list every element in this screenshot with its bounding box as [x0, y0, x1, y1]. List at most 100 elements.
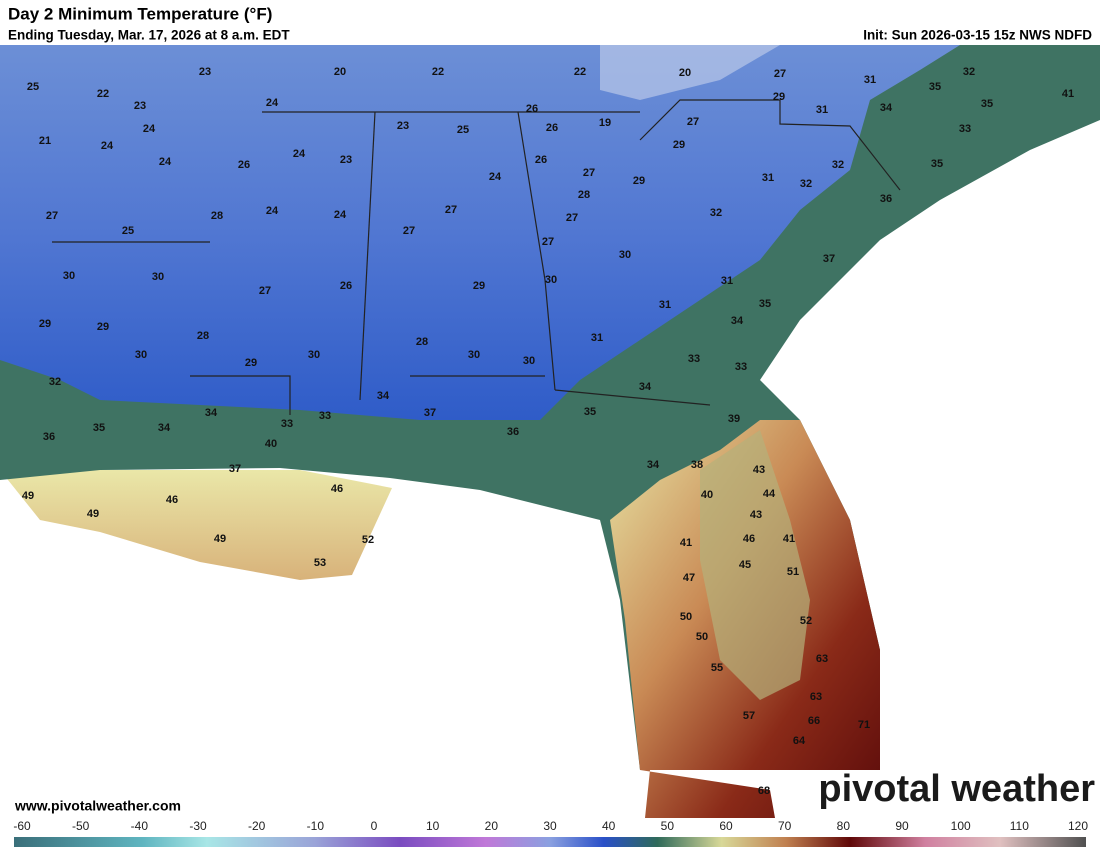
temp-label: 45 [739, 559, 751, 571]
temp-label: 32 [710, 207, 722, 219]
colorbar-tick-label: -30 [189, 819, 207, 833]
temp-label: 29 [773, 91, 785, 103]
temp-label: 28 [211, 210, 223, 222]
temp-label: 24 [266, 205, 279, 217]
cold-field [0, 45, 960, 420]
temp-label: 27 [583, 167, 595, 179]
state-border [190, 375, 291, 415]
init-time: Init: Sun 2026-03-15 15z NWS NDFD [863, 28, 1092, 43]
temp-label: 27 [687, 116, 699, 128]
temp-label: 33 [688, 353, 700, 365]
temp-label: 49 [214, 533, 226, 545]
temp-label: 31 [591, 332, 603, 344]
temp-label: 20 [679, 67, 691, 79]
temp-label: 34 [639, 381, 652, 393]
temp-label: 34 [880, 102, 893, 114]
temp-label: 33 [281, 418, 293, 430]
temp-label: 31 [762, 172, 774, 184]
temp-label: 33 [959, 123, 971, 135]
colorbar-tick-label: 120 [1068, 819, 1088, 833]
colorbar [14, 837, 1086, 847]
temp-label: 32 [800, 178, 812, 190]
colorbar-tick-label: 90 [895, 819, 909, 833]
temp-label: 29 [673, 139, 685, 151]
temp-label: 22 [574, 66, 586, 78]
temp-label: 63 [810, 691, 822, 703]
temp-label: 37 [424, 407, 436, 419]
colorbar-tick-label: 10 [426, 819, 440, 833]
temp-label: 27 [46, 210, 58, 222]
temp-label: 29 [245, 357, 257, 369]
temp-label: 30 [545, 274, 557, 286]
site-url: www.pivotalweather.com [14, 798, 181, 814]
map-fill [0, 45, 1100, 818]
temp-label: 31 [864, 74, 876, 86]
temp-label: 25 [122, 225, 134, 237]
temp-label: 32 [963, 66, 975, 78]
temp-label: 30 [63, 270, 75, 282]
state-border [517, 111, 556, 391]
temp-label: 24 [101, 140, 114, 152]
temp-label: 35 [93, 422, 105, 434]
colorbar-tick-label: 110 [1010, 819, 1029, 833]
colorbar-tick-label: -40 [131, 819, 149, 833]
temp-label: 35 [931, 158, 943, 170]
temp-label: 40 [701, 489, 713, 501]
colorbar-ticks: -60 -50 -40 -30 -20 -10 0 10 20 30 40 50 60 70 80 90 100… [13, 819, 1088, 833]
temp-label: 28 [578, 189, 590, 201]
temp-label: 27 [445, 204, 457, 216]
temp-label: 47 [683, 572, 695, 584]
temp-label: 46 [743, 533, 755, 545]
temp-label: 29 [39, 318, 51, 330]
temp-label: 24 [143, 123, 156, 135]
temp-label: 46 [331, 483, 343, 495]
temp-label: 46 [166, 494, 178, 506]
colorbar-tick-label: 30 [543, 819, 557, 833]
temp-label: 57 [743, 710, 755, 722]
temp-label: 30 [523, 355, 535, 367]
colorbar-tick-label: 40 [602, 819, 616, 833]
temp-label: 32 [832, 159, 844, 171]
temp-label: 40 [265, 438, 277, 450]
temp-label: 24 [489, 171, 502, 183]
temp-label: 26 [526, 103, 538, 115]
temp-label: 27 [259, 285, 271, 297]
state-border [554, 389, 711, 406]
colorbar-tick-label: -20 [248, 819, 266, 833]
temp-label: 23 [397, 120, 409, 132]
colorbar-tick-label: 0 [371, 819, 378, 833]
temp-label: 19 [599, 117, 611, 129]
temp-label: 34 [731, 315, 744, 327]
temp-label: 41 [680, 537, 692, 549]
borders [52, 99, 901, 415]
colorbar-tick-label: 70 [778, 819, 792, 833]
temp-label: 23 [134, 100, 146, 112]
temp-label: 23 [199, 66, 211, 78]
temp-label: 37 [229, 463, 241, 475]
colorbar-tick-label: 60 [719, 819, 733, 833]
temp-label: 24 [293, 148, 306, 160]
temp-label: 31 [721, 275, 733, 287]
temp-label: 51 [787, 566, 799, 578]
temp-label: 55 [711, 662, 723, 674]
peninsula-field [700, 430, 810, 700]
temp-label: 33 [319, 410, 331, 422]
temp-label: 52 [362, 534, 374, 546]
temp-label: 36 [43, 431, 55, 443]
temp-label: 43 [750, 509, 762, 521]
temp-label: 29 [97, 321, 109, 333]
temp-label: 28 [416, 336, 428, 348]
temp-label: 66 [808, 715, 820, 727]
temp-label: 43 [753, 464, 765, 476]
temp-label: 34 [377, 390, 390, 402]
temp-label: 34 [158, 422, 171, 434]
temp-label: 36 [507, 426, 519, 438]
temp-label: 68 [758, 785, 770, 797]
temp-label: 35 [981, 98, 993, 110]
temp-label: 26 [546, 122, 558, 134]
cold-field [600, 45, 780, 100]
temp-label: 34 [205, 407, 218, 419]
colorbar-tick-label: -60 [13, 819, 31, 833]
colorbar-tick-label: 50 [661, 819, 675, 833]
